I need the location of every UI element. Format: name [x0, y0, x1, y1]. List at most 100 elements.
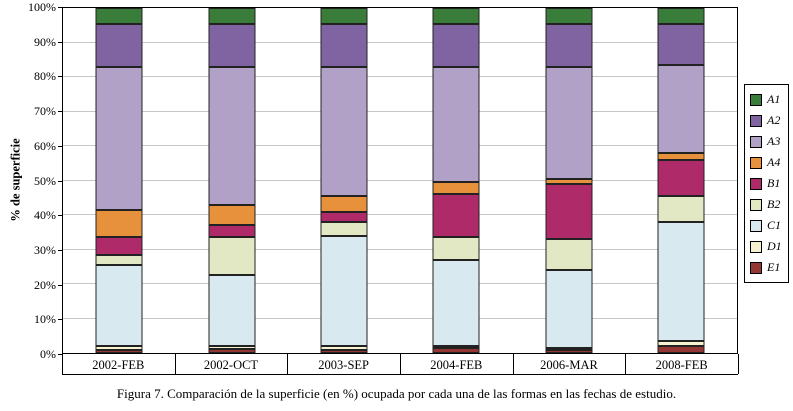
y-tick-label: 50%	[34, 173, 56, 188]
y-tick-label: 0%	[40, 347, 56, 361]
legend-item-D1: D1	[750, 236, 782, 257]
segment-A3	[95, 66, 143, 210]
segment-A4	[208, 204, 255, 226]
segment-A3	[208, 66, 255, 205]
y-tick-label: 60%	[34, 138, 56, 153]
x-tick-mark	[512, 354, 514, 374]
segment-A4	[432, 182, 480, 195]
legend-swatch-D1	[750, 240, 762, 253]
y-tick-mark	[58, 111, 62, 113]
legend-swatch-A4	[750, 156, 762, 169]
legend-item-B1: B1	[750, 173, 782, 194]
x-axis-band-line	[62, 374, 738, 375]
segment-C1	[320, 235, 368, 347]
segment-B1	[208, 225, 255, 238]
y-tick-label: 80%	[34, 69, 56, 84]
bar-2003-SEP	[320, 8, 368, 353]
x-tick-mark	[287, 354, 289, 374]
x-tick-mark	[738, 354, 739, 374]
legend-item-E1: E1	[750, 257, 782, 278]
segment-A1	[320, 8, 368, 24]
legend-swatch-B2	[750, 198, 762, 211]
y-tick-mark	[58, 145, 62, 147]
x-tick-mark	[625, 354, 627, 374]
segment-C1	[545, 270, 592, 348]
legend-label-C1: C1	[767, 218, 782, 232]
segment-D1	[657, 340, 705, 347]
segment-B2	[95, 254, 143, 265]
legend-label-D1: D1	[767, 239, 782, 253]
segment-A1	[545, 8, 592, 24]
x-tick-mark	[62, 354, 63, 374]
segment-A4	[545, 178, 592, 184]
gridline	[63, 179, 737, 181]
legend: A1 A2 A3 A4 B1 B2 C1 D1 E1	[744, 84, 789, 283]
legend-label-A3: A3	[767, 134, 781, 148]
segment-A3	[545, 66, 592, 179]
segment-B2	[657, 195, 705, 222]
y-tick-mark	[58, 76, 62, 78]
segment-A4	[320, 196, 368, 212]
caption: Figura 7. Comparación de la superficie (…	[116, 386, 677, 401]
y-tick-mark	[58, 180, 62, 182]
segment-D1	[545, 347, 592, 350]
y-tick-mark	[58, 41, 62, 43]
legend-item-A3: A3	[750, 131, 782, 152]
segment-E1	[432, 348, 480, 354]
y-tick-label: 40%	[34, 208, 56, 223]
legend-swatch-A3	[750, 135, 762, 148]
legend-label-B2: B2	[767, 197, 781, 211]
y-tick-mark	[58, 215, 62, 217]
segment-D1	[208, 346, 255, 350]
gridline	[63, 41, 737, 43]
y-tick-mark	[58, 7, 62, 8]
x-tick-label: 2004-FEB	[430, 358, 483, 372]
x-tick-label: 2002-OCT	[203, 358, 259, 372]
segment-A3	[320, 66, 368, 197]
y-tick-label: 70%	[34, 104, 56, 119]
segment-B2	[208, 237, 255, 276]
x-tick-label: 2006-MAR	[540, 358, 598, 372]
gridline	[63, 214, 737, 215]
x-tick-label: 2003-SEP	[318, 358, 369, 372]
segment-B1	[95, 237, 143, 255]
y-tick-mark	[58, 284, 62, 286]
segment-A1	[95, 8, 143, 24]
legend-swatch-A2	[750, 114, 762, 127]
y-tick-label: 90%	[34, 34, 56, 49]
segment-A1	[657, 8, 705, 24]
legend-item-C1: C1	[750, 215, 782, 236]
segment-C1	[657, 221, 705, 341]
segment-B2	[545, 239, 592, 271]
segment-C1	[95, 265, 143, 347]
y-tick-label: 30%	[34, 242, 56, 257]
y-tick-mark	[58, 249, 62, 251]
bar-2002-FEB	[95, 8, 143, 353]
segment-A3	[432, 66, 480, 183]
legend-item-A4: A4	[750, 152, 782, 173]
legend-label-A2: A2	[767, 113, 781, 127]
y-tick-label: 20%	[34, 277, 56, 292]
segment-A4	[657, 152, 705, 160]
segment-B2	[320, 221, 368, 236]
bar-2002-OCT	[208, 8, 255, 353]
plot-area	[62, 7, 738, 354]
bar-2004-FEB	[432, 8, 480, 354]
legend-swatch-C1	[750, 219, 762, 232]
gridline	[63, 110, 737, 112]
segment-E1	[657, 346, 705, 353]
segment-E1	[208, 349, 255, 353]
x-tick-label: 2008-FEB	[655, 358, 708, 372]
legend-label-E1: E1	[767, 260, 781, 274]
segment-B2	[432, 237, 480, 260]
legend-item-A1: A1	[750, 89, 782, 110]
bar-2008-FEB	[657, 8, 705, 353]
segment-C1	[208, 275, 255, 347]
segment-E1	[95, 349, 143, 353]
segment-A2	[95, 23, 143, 67]
segment-D1	[320, 346, 368, 350]
gridline	[63, 76, 737, 77]
segment-A2	[320, 23, 368, 67]
x-tick-label: 2002-FEB	[92, 358, 145, 372]
gridline	[63, 248, 737, 250]
